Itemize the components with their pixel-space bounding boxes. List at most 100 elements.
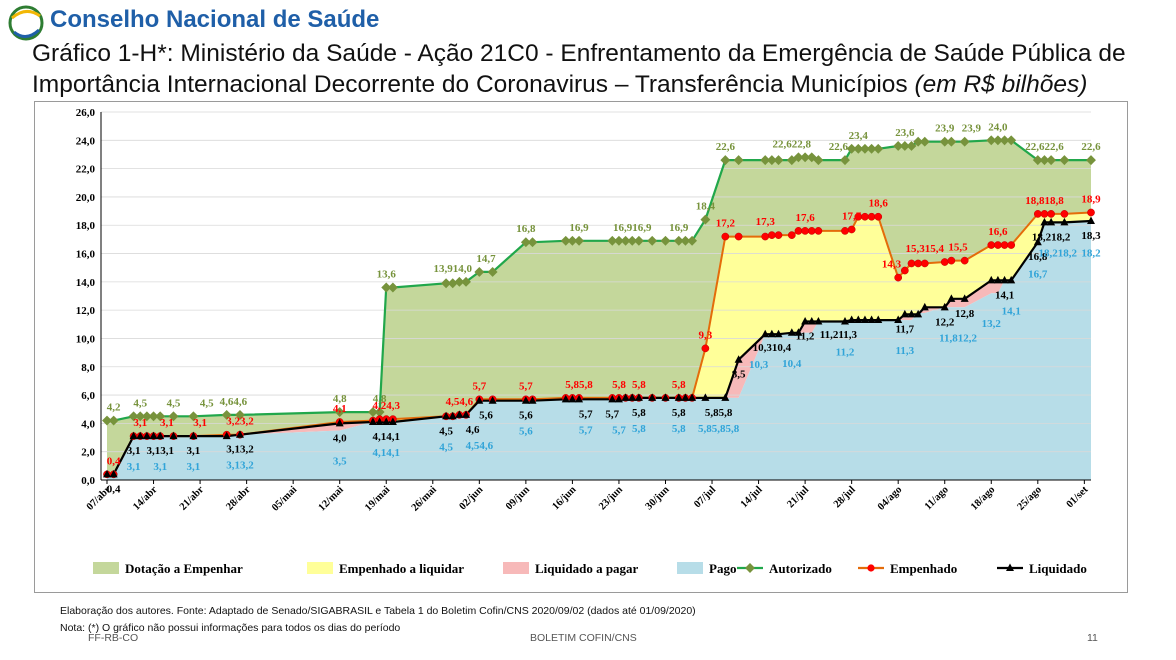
liquidado-marker [794,328,803,336]
y-axis-gridlines [101,111,1091,453]
empenhado-data-label: 5,85,8 [565,379,593,391]
autorizado-marker [660,235,671,246]
autorizado-marker [235,409,245,420]
autorizado-marker [793,152,804,163]
autorizado-marker [992,135,1003,146]
liquidado-marker [448,411,457,420]
liquidado-marker [860,315,869,324]
empenhado-marker [900,266,909,275]
empenhado-marker [861,212,869,221]
empenhado-marker [774,231,783,239]
liquidado-marker [442,411,451,420]
autorizado-marker [866,143,877,154]
empenhado-data-label: 4,54,6 [446,396,474,408]
autorizado-data-label: 22,6 [829,141,849,153]
pago-data-label: 13,2 [982,318,1002,330]
y-tick-label: 14,0 [76,277,96,289]
liquidado-marker [914,309,923,318]
autorizado-data-label: 4,5 [133,397,147,409]
autorizado-marker [1032,155,1043,166]
x-tick-label: 11/ago [923,484,951,512]
empenhado-marker [947,256,956,265]
liquidado-data-label: 14,1 [995,289,1014,301]
liquidado-marker [136,431,145,440]
liquidado-marker [721,393,730,401]
autorizado-marker [627,235,638,246]
pago-data-label: 3,1 [127,461,141,473]
empenhado-marker [807,227,816,235]
liquidado-marker [940,302,949,311]
autorizado-marker [574,235,585,246]
pago-data-label: 16,7 [1028,269,1048,281]
empenhado-marker [1007,241,1016,249]
autorizado-marker [859,143,870,154]
empenhado-marker [874,212,883,221]
liquidado-data-label: 4,5 [439,425,453,437]
y-tick-label: 24,0 [76,135,96,147]
autorizado-marker [899,141,910,151]
empenhado-marker [1047,210,1055,218]
legend: Dotação a Empenhar Empenhado a liquidar Li… [93,561,1087,576]
autorizado-marker [840,155,850,166]
empenhado-data-label: 3,1 [193,417,207,429]
liquidado-data-label: 10,310,4 [753,342,792,354]
autorizado-marker [733,155,744,166]
liquidado-marker [841,316,849,325]
liquidado-data-label: 12,8 [955,308,975,320]
autorizado-marker [148,411,159,422]
autorizado-marker [673,235,684,246]
liquidado-marker [1060,217,1069,226]
liquidado-data-label: 5,8 [672,407,686,419]
empenhado-marker [768,231,776,239]
empenhado-data-label: 15,5 [948,242,968,254]
x-tick-label: 28/jul [832,484,858,510]
autorizado-marker [527,237,538,248]
empenhado-data-label: 15,315,4 [906,243,945,255]
legend-marker [867,564,875,572]
liquidado-marker [568,394,577,403]
autorizado-marker [633,235,644,246]
empenhado-marker [721,232,730,241]
autorizado-marker [773,155,784,166]
legend-marker [745,563,755,573]
source-note: Elaboração dos autores. Fonte: Adaptado … [60,605,696,617]
area-dotacao-a-empenhar [107,140,1091,475]
y-tick-label: 6,0 [81,390,95,402]
liquidado-data-label: 5,6 [479,410,493,422]
liquidado-data-label: 18,3 [1081,230,1101,242]
page-number: 11 [1087,632,1098,644]
empenhado-data-label: 17,7 [842,210,862,222]
x-tick-label: 07/abr [85,484,114,513]
autorizado-data-label: 4,2 [107,402,121,414]
liquidado-marker [787,328,796,336]
area-empenhado-a-liquidar [107,212,1091,475]
x-tick-label: 23/jun [597,484,625,512]
legend-label: Empenhado [890,561,957,576]
liquidado-marker [1033,237,1042,246]
liquidado-marker [634,393,643,401]
liquidado-marker [900,309,909,318]
x-tick-label: 30/jun [644,484,672,512]
autorizado-marker [846,143,857,154]
empenhado-marker [994,241,1002,249]
x-tick-label: 26/mai [410,484,439,513]
liquidado-marker [661,393,670,401]
autorizado-data-label: 24,0 [988,121,1008,133]
empenhado-data-label: 5,7 [519,380,533,392]
liquidado-data-label: 5,6 [519,410,533,422]
y-tick-label: 4,0 [81,418,95,430]
autorizado-marker [893,141,904,151]
empenhado-data-label: 3,1 [160,417,174,429]
empenhado-marker [940,258,949,266]
liquidado-data-label: 0,4 [107,483,121,495]
liquidado-marker [149,431,158,440]
liquidado-marker [388,417,397,425]
empenhado-data-label: 14,3 [882,259,902,271]
autorizado-marker [135,411,146,422]
autorizado-marker [1039,155,1050,166]
autorizado-data-label: 18,4 [696,201,716,213]
empenhado-data-label: 18,818,8 [1025,195,1064,207]
liquidado-marker [614,394,623,403]
liquidado-marker [987,275,996,284]
empenhado-data-label: 5,8 [672,379,686,391]
